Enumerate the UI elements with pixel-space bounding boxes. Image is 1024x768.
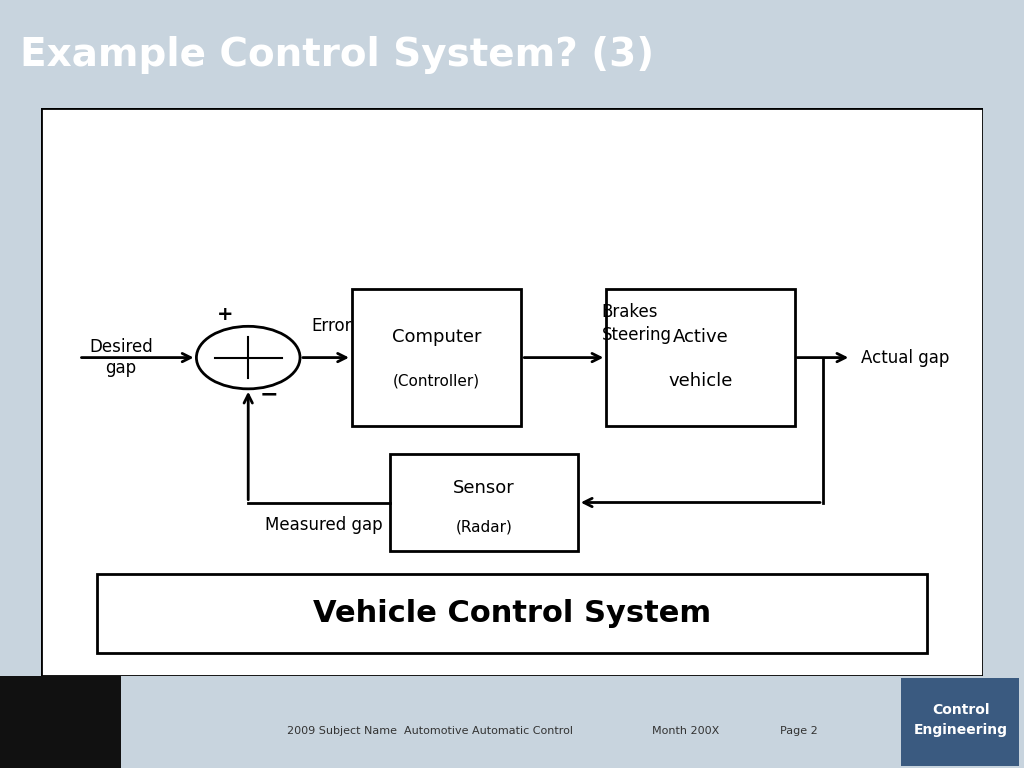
FancyBboxPatch shape [97,574,927,653]
Text: vehicle: vehicle [669,372,732,390]
FancyBboxPatch shape [901,677,1019,766]
Text: Example Control System? (3): Example Control System? (3) [20,36,654,74]
Bar [352,290,521,425]
Bar [389,454,578,551]
Bar [0,676,121,768]
Bar [606,290,795,425]
Text: +: + [217,306,233,324]
Text: Sensor: Sensor [453,479,515,497]
Text: −: − [260,385,279,405]
Text: (Radar): (Radar) [456,519,512,535]
Text: Vehicle Control System: Vehicle Control System [313,599,711,627]
Text: Month 200X: Month 200X [652,726,720,737]
Text: Measured gap: Measured gap [265,516,382,535]
Text: Active: Active [673,328,728,346]
Text: (Controller): (Controller) [393,373,480,389]
Text: Actual gap: Actual gap [860,349,949,366]
Text: Page 2: Page 2 [780,726,817,737]
Text: 2009 Subject Name  Automotive Automatic Control: 2009 Subject Name Automotive Automatic C… [287,726,573,737]
Text: Error: Error [311,317,352,336]
Text: Brakes
Steering: Brakes Steering [601,303,672,344]
Text: Desired
gap: Desired gap [89,338,153,377]
FancyBboxPatch shape [41,108,983,676]
Text: Control
Engineering: Control Engineering [913,703,1008,737]
Text: Computer: Computer [392,328,481,346]
